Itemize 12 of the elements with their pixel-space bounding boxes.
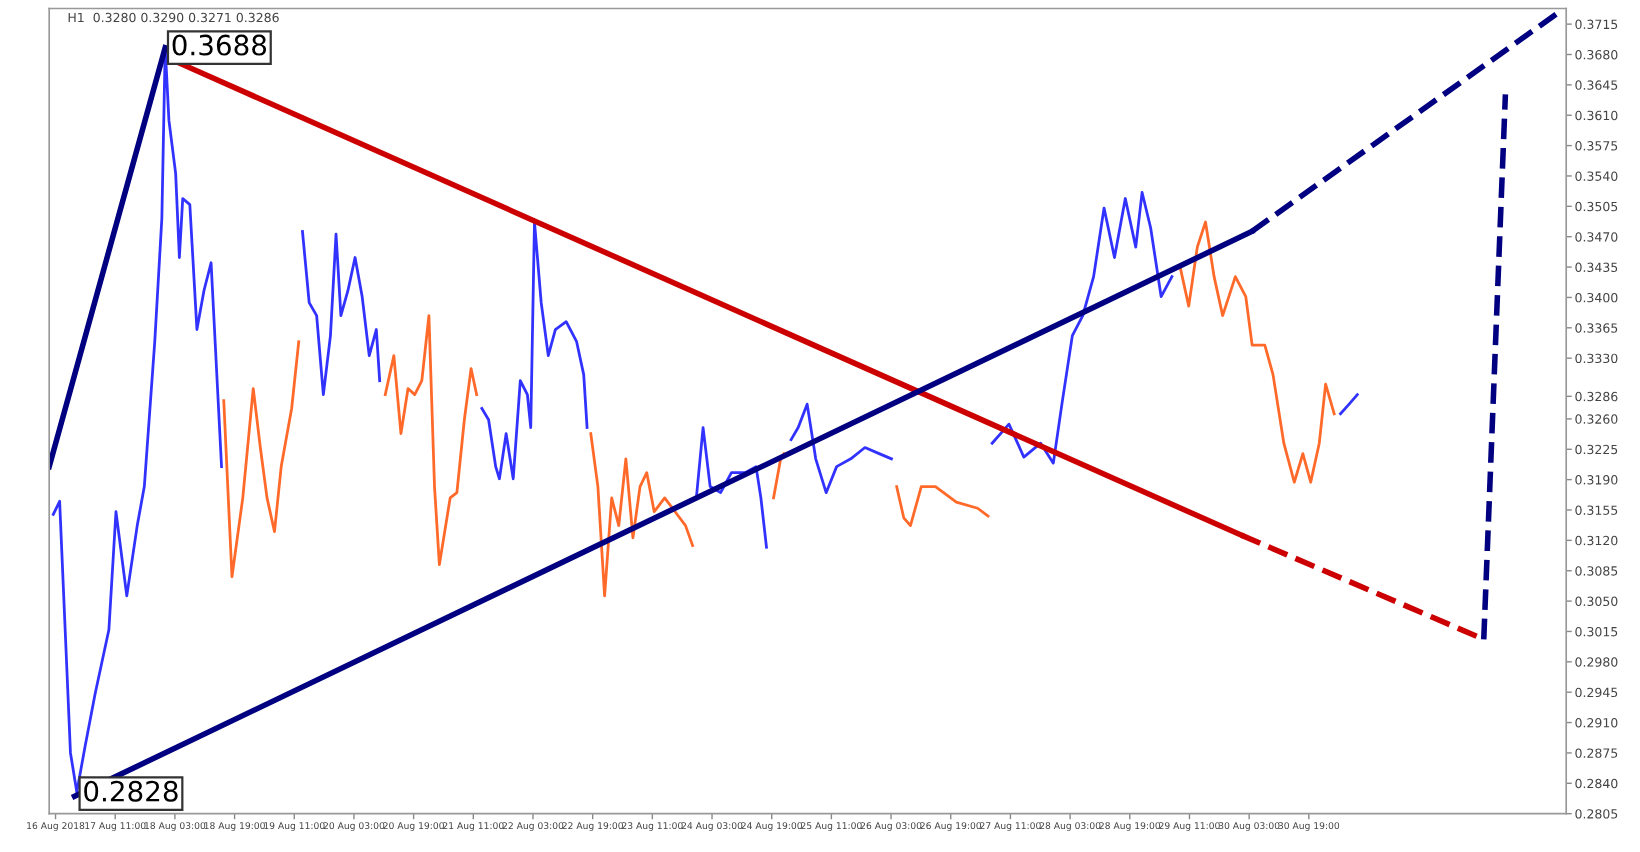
line-series: [990, 191, 1174, 465]
line-series: [895, 485, 990, 527]
annotation: 0.3688: [172, 34, 267, 56]
line-series: [383, 314, 479, 567]
line-series: [589, 432, 695, 598]
line-series: [222, 340, 301, 579]
annotation: 0.2828: [84, 780, 178, 802]
line-series: [1178, 220, 1336, 484]
line-series: [480, 220, 589, 481]
line-series: [694, 426, 768, 549]
line-series: [789, 402, 893, 495]
line-series: [301, 230, 382, 396]
